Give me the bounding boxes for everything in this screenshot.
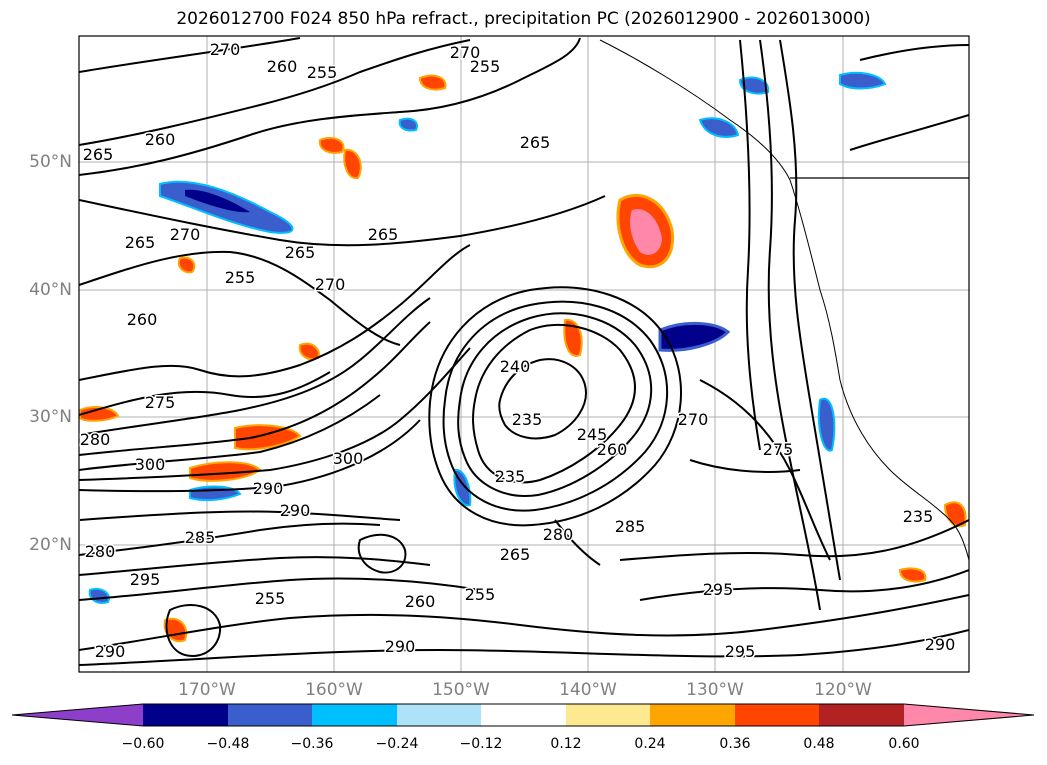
contour-label: 270 — [678, 410, 709, 429]
colorbar-segment — [735, 704, 819, 726]
contour-label: 255 — [225, 268, 256, 287]
colorbar-segment — [904, 704, 1034, 726]
contour-label: 265 — [285, 243, 316, 262]
colorbar-tick: 0.36 — [719, 736, 751, 752]
contour-label: 285 — [185, 528, 216, 547]
colorbar-segment — [312, 704, 397, 726]
lon-label-170w: 170°W — [178, 680, 236, 700]
contour-label: 300 — [135, 455, 166, 474]
map-title: 2026012700 F024 850 hPa refract., precip… — [176, 9, 871, 29]
lon-label-140w: 140°W — [559, 680, 617, 700]
contour-label: 295 — [703, 580, 734, 599]
contour-label: 260 — [597, 440, 628, 459]
contour-label: 290 — [385, 637, 416, 656]
colorbar-tick: 0.24 — [634, 736, 666, 752]
contour-label: 290 — [95, 642, 126, 661]
colorbar-segment — [228, 704, 312, 726]
contour-label: 260 — [405, 592, 436, 611]
contour-label: 235 — [512, 410, 543, 429]
colorbar-tick: 0.12 — [550, 736, 582, 752]
lon-label-150w: 150°W — [432, 680, 490, 700]
colorbar-segment — [481, 704, 566, 726]
lat-label-30n: 30°N — [29, 407, 72, 427]
contour-label: 270 — [315, 275, 346, 294]
colorbar-segment — [12, 704, 143, 726]
contour-label: 290 — [280, 501, 311, 520]
contour-label: 235 — [495, 467, 526, 486]
colorbar-tick: −0.24 — [375, 736, 419, 752]
contour-label: 290 — [925, 635, 956, 654]
lon-label-160w: 160°W — [305, 680, 363, 700]
contour-label: 280 — [80, 430, 111, 449]
lon-label-120w: 120°W — [814, 680, 872, 700]
colorbar-tick: 0.60 — [888, 736, 920, 752]
colorbar-outline — [11, 703, 1035, 727]
map-content — [79, 36, 969, 672]
contour-label: 260 — [267, 57, 298, 76]
colorbar-segment — [566, 704, 650, 726]
contour-label: 265 — [125, 233, 156, 252]
contour-label: 295 — [725, 642, 756, 661]
lat-label-40n: 40°N — [29, 280, 72, 300]
contour-label: 265 — [368, 225, 399, 244]
precip-shading — [79, 71, 967, 643]
colorbar — [11, 703, 1035, 727]
contour-label: 265 — [83, 145, 114, 164]
contour-label: 240 — [500, 357, 531, 376]
lat-label-20n: 20°N — [29, 535, 72, 555]
colorbar-tick: −0.36 — [290, 736, 334, 752]
colorbar-segment — [650, 704, 735, 726]
contour-label: 255 — [470, 57, 501, 76]
contour-label: 280 — [543, 525, 574, 544]
colorbar-tick: 0.48 — [803, 736, 835, 752]
map-frame — [78, 35, 970, 673]
lon-label-130w: 130°W — [686, 680, 744, 700]
contour-label: 255 — [255, 589, 286, 608]
contour-label: 255 — [307, 63, 338, 82]
contour-label: 245 — [577, 425, 608, 444]
contour-label: 295 — [130, 570, 161, 589]
contour-label: 280 — [85, 542, 116, 561]
contour-label: 265 — [500, 545, 531, 564]
colorbar-segment — [819, 704, 904, 726]
contour-label: 270 — [170, 225, 201, 244]
contour-label: 270 — [210, 40, 241, 59]
refractivity-contours — [79, 37, 969, 666]
colorbar-segment — [143, 704, 228, 726]
colorbar-tick: −0.48 — [206, 736, 250, 752]
contour-label: 260 — [145, 130, 176, 149]
contour-label: 285 — [615, 517, 646, 536]
colorbar-segment — [397, 704, 481, 726]
contour-label: 260 — [127, 310, 158, 329]
lat-label-50n: 50°N — [29, 152, 72, 172]
contour-label: 270 — [450, 43, 481, 62]
colorbar-tick: −0.60 — [121, 736, 165, 752]
contour-label: 265 — [520, 133, 551, 152]
contour-label: 290 — [253, 479, 284, 498]
contour-label: 255 — [465, 585, 496, 604]
contour-label: 275 — [763, 440, 794, 459]
contour-label: 235 — [903, 507, 934, 526]
colorbar-tick: −0.12 — [459, 736, 503, 752]
contour-label: 275 — [145, 393, 176, 412]
coastline — [599, 39, 969, 561]
contour-label: 300 — [333, 449, 364, 468]
